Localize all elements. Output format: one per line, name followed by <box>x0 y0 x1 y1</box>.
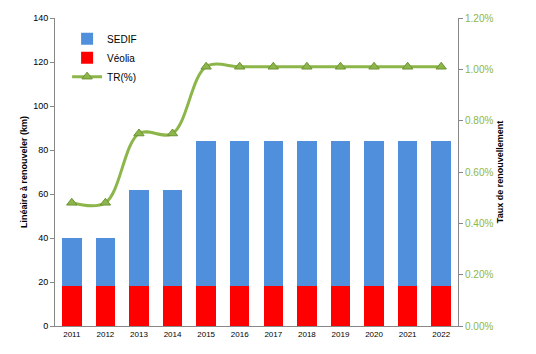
svg-text:0.80%: 0.80% <box>465 115 493 126</box>
svg-text:Taux de renouvellement: Taux de renouvellement <box>495 121 505 223</box>
svg-text:2020: 2020 <box>365 330 383 339</box>
svg-text:40: 40 <box>38 233 48 243</box>
svg-text:SEDIF: SEDIF <box>107 34 136 45</box>
svg-text:0.40%: 0.40% <box>465 218 493 229</box>
svg-text:0: 0 <box>43 321 48 331</box>
svg-text:1.20%: 1.20% <box>465 13 493 24</box>
svg-text:2022: 2022 <box>432 330 450 339</box>
svg-text:TR(%): TR(%) <box>107 72 136 83</box>
svg-text:2016: 2016 <box>231 330 249 339</box>
svg-text:80: 80 <box>38 145 48 155</box>
svg-text:2021: 2021 <box>399 330 417 339</box>
svg-text:60: 60 <box>38 189 48 199</box>
svg-text:0.20%: 0.20% <box>465 269 493 280</box>
svg-text:120: 120 <box>33 57 48 67</box>
svg-text:2014: 2014 <box>164 330 182 339</box>
svg-text:2019: 2019 <box>332 330 350 339</box>
svg-text:2018: 2018 <box>298 330 316 339</box>
svg-text:0.60%: 0.60% <box>465 167 493 178</box>
svg-text:2013: 2013 <box>130 330 148 339</box>
svg-text:2015: 2015 <box>197 330 215 339</box>
svg-text:0.00%: 0.00% <box>465 321 493 332</box>
svg-text:2012: 2012 <box>96 330 114 339</box>
svg-text:2017: 2017 <box>264 330 282 339</box>
svg-text:Linéaire à renouveler (km): Linéaire à renouveler (km) <box>19 116 29 228</box>
svg-text:Véolia: Véolia <box>107 53 135 64</box>
svg-text:1.00%: 1.00% <box>465 64 493 75</box>
svg-text:140: 140 <box>33 13 48 23</box>
svg-text:2011: 2011 <box>63 330 81 339</box>
svg-text:100: 100 <box>33 101 48 111</box>
svg-text:20: 20 <box>38 277 48 287</box>
